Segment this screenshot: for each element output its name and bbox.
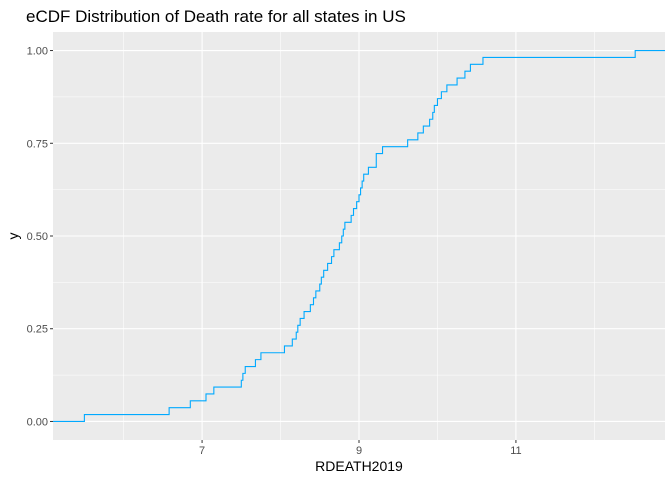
y-tick-label: 0.50 bbox=[27, 231, 48, 243]
chart-title: eCDF Distribution of Death rate for all … bbox=[26, 7, 406, 26]
y-tick-label: 0.75 bbox=[27, 138, 48, 150]
ecdf-step-line bbox=[53, 49, 665, 423]
x-tick-label: 11 bbox=[510, 445, 521, 457]
y-axis-title: y bbox=[5, 233, 21, 240]
x-axis-ticks: 7 9 11 bbox=[199, 440, 522, 457]
y-axis-ticks: 0.00 0.25 0.50 0.75 1.00 bbox=[27, 46, 53, 428]
x-tick-label: 9 bbox=[356, 445, 362, 457]
y-tick-label: 1.00 bbox=[27, 46, 48, 58]
x-tick-label: 7 bbox=[199, 445, 205, 457]
x-axis-title: RDEATH2019 bbox=[315, 458, 403, 474]
y-tick-label: 0.25 bbox=[27, 324, 48, 336]
major-gridlines bbox=[53, 32, 665, 440]
y-tick-label: 0.00 bbox=[27, 416, 48, 428]
